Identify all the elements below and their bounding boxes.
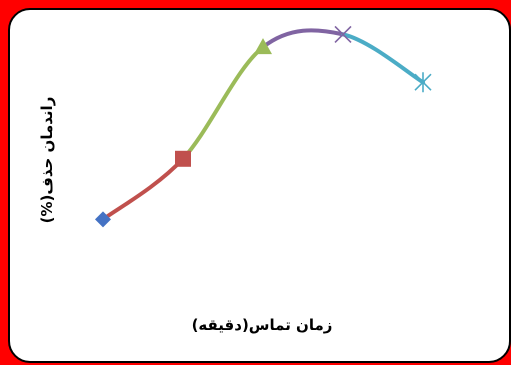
- data-point-5-star-marker: [414, 72, 432, 93]
- point-markers: [95, 25, 432, 228]
- data-point-2-square-marker: [175, 150, 191, 167]
- line-segment-4: [341, 32, 425, 85]
- data-point-1-diamond-marker: [95, 211, 111, 228]
- chart-area: [8, 8, 511, 363]
- data-point-4-x-marker: [334, 25, 352, 43]
- line-segment-2: [181, 45, 265, 161]
- line-segment-1: [101, 156, 185, 222]
- y-axis-label: راندمان حذف(%): [38, 97, 56, 224]
- x-axis-label: زمان تماس(دقیقه): [192, 316, 333, 334]
- line-segment-3: [261, 28, 345, 50]
- data-point-3-triangle-marker: [254, 38, 272, 55]
- line-series: [101, 28, 425, 222]
